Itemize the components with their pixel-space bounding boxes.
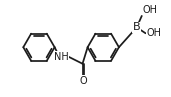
Text: OH: OH [146, 28, 161, 38]
Text: O: O [80, 76, 87, 86]
Text: OH: OH [143, 5, 158, 15]
Text: B: B [133, 22, 141, 32]
Text: NH: NH [54, 52, 69, 61]
